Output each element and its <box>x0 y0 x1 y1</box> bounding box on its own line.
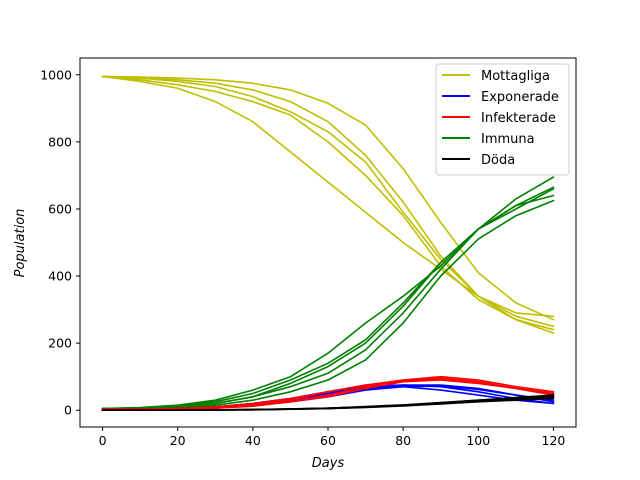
x-tick-label: 80 <box>395 433 411 448</box>
legend-label-immuna: Immuna <box>481 132 535 147</box>
x-axis-ticks: 0 20 40 60 80 100 120 <box>99 427 566 448</box>
y-axis-label: Population <box>13 209 28 278</box>
y-tick-label: 600 <box>48 201 72 216</box>
legend-box <box>435 63 570 176</box>
y-tick-label: 1000 <box>40 67 72 82</box>
y-tick-label: 400 <box>48 269 72 284</box>
series-line-döda-22 <box>101 395 555 412</box>
x-tick-label: 20 <box>170 433 186 448</box>
series-line-mottagliga-0 <box>101 75 555 321</box>
x-tick-label: 0 <box>99 433 107 448</box>
legend-label-mottagliga: Mottagliga <box>481 69 550 84</box>
x-tick-label: 40 <box>245 433 261 448</box>
legend-label-döda: Döda <box>481 153 515 168</box>
series-line-immuna-9 <box>101 186 555 410</box>
x-tick-label: 60 <box>320 433 336 448</box>
y-tick-label: 200 <box>48 336 72 351</box>
series-layer <box>101 75 555 412</box>
x-tick-label: 120 <box>542 433 566 448</box>
series-line-immuna-8 <box>101 199 555 410</box>
legend-label-infekterade: Infekterade <box>481 111 556 126</box>
series-line-mottagliga-4 <box>101 75 555 334</box>
legend-label-exponerade: Exponerade <box>481 90 559 105</box>
series-line-mottagliga-2 <box>101 75 555 331</box>
y-tick-label: 0 <box>64 403 72 418</box>
y-axis-ticks: 0 200 400 600 800 1000 <box>40 67 80 418</box>
series-line-infekterade-17 <box>101 379 555 411</box>
legend: Mottagliga Exponerade Infekterade Immuna Död… <box>435 63 570 176</box>
x-axis-label: Days <box>312 456 345 471</box>
x-tick-label: 100 <box>466 433 490 448</box>
legend-items: Mottagliga Exponerade Infekterade Immuna Död… <box>442 69 559 168</box>
y-tick-label: 800 <box>48 134 72 149</box>
